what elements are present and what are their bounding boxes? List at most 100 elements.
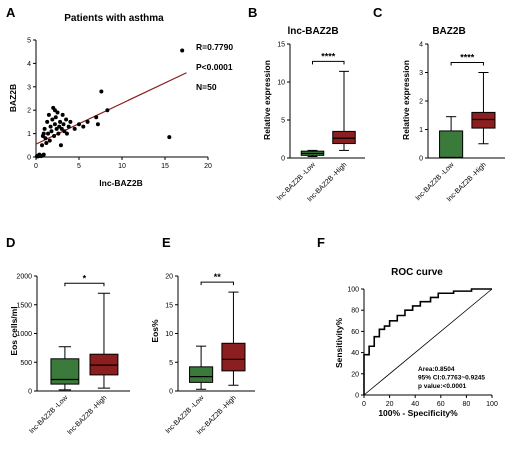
panel-b-significance-label: **** [321,51,336,61]
panel-a-point-30 [59,126,64,131]
panel-b-ylabel: Relative expression [262,60,272,140]
panel-a-point-12 [44,140,49,145]
panel-a-point-24 [54,126,59,131]
panel-a-point-10 [42,126,47,131]
panel-a-xtick-label-2: 10 [118,163,126,170]
panel-f-xtick-label-0: 0 [362,401,366,408]
panel-d-ylabel: Eos cells/ml [9,306,19,355]
panel-e-ylabel: Eos% [150,319,160,343]
panel-a-point-41 [94,115,99,120]
panel-a-point-19 [50,117,55,122]
panel-a-axes: 0 1 2 3 4 5 0 5 10 15 20 [27,38,212,171]
panel-c-box-0 [439,130,464,159]
panel-letter-a: A [6,5,16,20]
panel-a-annotation-1: P<0.0001 [196,62,233,72]
panel-d-axes: 0 500 1000 1500 2000 lnc-BAZ2B -Lowlnc-BAZ2B … [16,273,130,436]
panel-e-box-0 [189,366,214,383]
panel-a-point-49 [64,131,69,136]
panel-a-point-42 [95,122,100,127]
panel-d-ytick-label-1: 500 [20,360,32,367]
panel-f-ytick-label-3: 60 [351,329,359,336]
panel-d-ytick-label-4: 2000 [16,274,32,281]
panel-a-ytick-label-3: 3 [27,84,31,91]
panel-a-title: Patients with asthma [64,13,164,24]
panel-b-title: lnc-BAZ2B [287,26,338,37]
panel-e-ytick-label-0: 0 [169,389,173,396]
panel-a-point-29 [58,143,63,148]
panel-a-point-32 [61,122,66,127]
panel-a-point-48 [52,108,57,113]
panel-letter-b: B [248,5,257,20]
panel-a-xlabel: lnc-BAZ2B [99,178,142,188]
panel-a-point-45 [167,135,172,140]
panel-a-ytick-label-2: 2 [27,108,31,115]
panel-b-ytick-label-2: 10 [277,80,285,87]
panel-a-point-21 [52,133,57,138]
panel-a-point-11 [43,136,48,141]
panel-a-point-37 [72,126,77,131]
panel-d-ytick-label-0: 0 [28,389,32,396]
panel-f-xtick-label-5: 100 [486,401,498,408]
panel-a-ytick-label-4: 4 [27,61,31,68]
panel-e-ytick-label-2: 10 [165,331,173,338]
panel-a-point-44 [105,108,110,113]
panel-f-ytick-label-2: 40 [351,350,359,357]
panel-a-fit-line [35,72,187,145]
panel-a-point-18 [49,129,54,134]
panel-d-significance-bracket [64,282,105,287]
panel-f-ytick-label-1: 20 [351,371,359,378]
panel-b-box-1 [332,130,356,145]
panel-d-box-0 [50,358,80,385]
panel-a-point-28 [58,119,63,124]
panel-a-xtick-label-1: 5 [77,163,81,170]
panel-letter-f: F [317,235,325,250]
panel-d-significance-label: * [83,273,87,283]
panel-f-xtick-label-1: 20 [386,401,394,408]
panel-f-title: ROC curve [391,267,443,278]
panel-e-box-1 [221,342,246,372]
panel-a-xtick-label-4: 20 [204,163,212,170]
panel-f-axes: 0 20 40 60 80 100 0 20 40 60 80 100 [347,287,498,409]
panel-b-boxplot: B lnc-BAZ2B Relative expression 051015ln… [248,5,365,203]
panel-f-roc-curve [363,288,492,395]
panel-a-point-38 [77,122,81,127]
panel-a-point-36 [68,119,73,124]
panel-d-ytick-label-2: 1000 [16,331,32,338]
panel-d-ytick-label-3: 1500 [16,302,32,309]
panel-c-title: BAZ2B [432,26,465,37]
panel-a-annotations: R=0.7790 P<0.0001 N=50 [196,42,233,92]
panel-letter-d: D [6,235,15,250]
panel-a-point-23 [53,115,58,120]
panel-e-significance-label: ** [214,272,222,282]
panel-f-xlabel: 100% - Specificity% [378,408,458,418]
panel-a-scatter: A Patients with asthma BAZ2B lnc-BAZ2B 0… [6,5,233,188]
panel-a-point-43 [99,89,104,94]
panel-a-point-47 [41,131,46,136]
panel-a-point-22 [52,122,57,127]
panel-d-category-label-1: lnc-BAZ2B -High [67,394,109,436]
panel-a-ylabel: BAZ2B [8,84,18,112]
panel-c-ytick-label-0: 0 [419,156,423,163]
panel-a-point-8 [40,143,45,148]
panel-a-annotation-0: R=0.7790 [196,42,233,52]
panel-a-point-46 [180,48,185,53]
panel-a-point-34 [64,117,69,122]
panel-f-annotation-2: p value:<0.0001 [418,383,467,390]
panel-d-boxplot: D Eos cells/ml 0 500 1000 1500 2000 lnc-BAZ2B… [6,235,130,436]
panel-a-ytick-label-5: 5 [27,38,31,45]
panel-e-ytick-label-3: 15 [165,302,173,309]
panel-c-significance-bracket [450,62,484,66]
panel-f-ytick-label-4: 80 [351,308,359,315]
panel-f-xtick-label-4: 80 [463,401,471,408]
panel-c-ytick-label-2: 2 [419,99,423,106]
panel-a-annotation-2: N=50 [196,82,217,92]
panel-c-box-1 [471,111,496,129]
panel-a-point-17 [48,124,53,129]
panel-c-ytick-label-4: 4 [419,42,423,49]
panel-b-ytick-label-0: 0 [281,156,285,163]
